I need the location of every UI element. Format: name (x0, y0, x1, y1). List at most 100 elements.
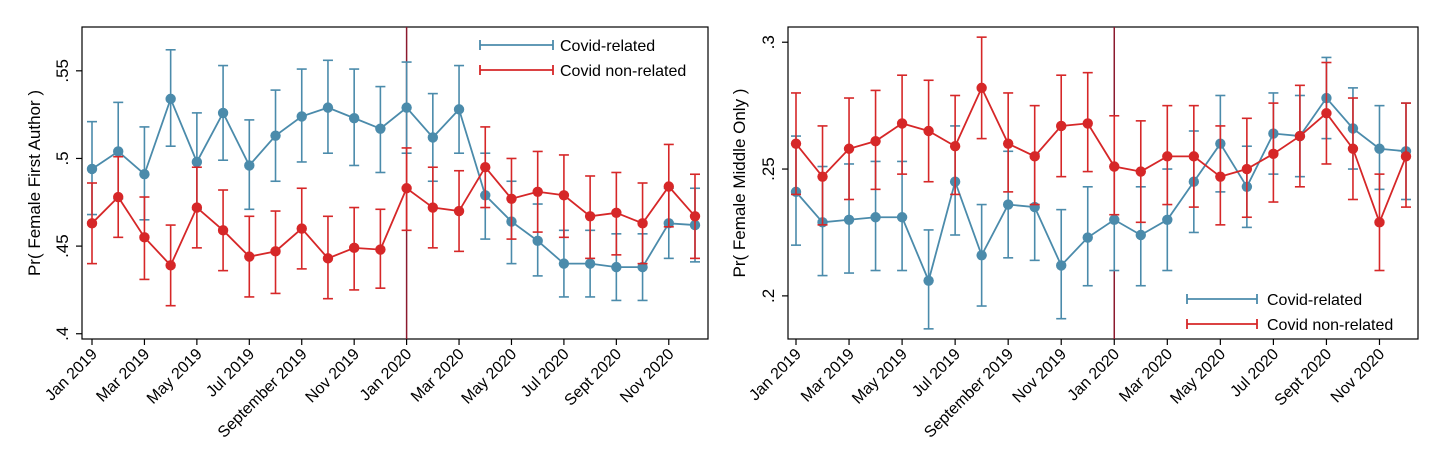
data-point (1056, 260, 1067, 271)
left-x-tick-label: Nov 2019 (303, 346, 364, 407)
right-series-covid-related (790, 56, 1412, 330)
data-point (1400, 151, 1412, 162)
data-point (1162, 214, 1173, 225)
data-point (843, 143, 855, 154)
data-point (1002, 199, 1014, 210)
data-point (401, 183, 412, 194)
series-line (91, 96, 696, 269)
data-point (1188, 151, 1200, 162)
legend-label: Covid non-related (560, 63, 686, 80)
data-point (217, 225, 229, 236)
data-point (375, 123, 386, 134)
series-line (795, 96, 1407, 284)
left-x-tick-label: Sept 2020 (562, 346, 626, 410)
data-point (427, 132, 439, 143)
data-point (923, 275, 934, 286)
data-point (532, 186, 543, 197)
right-y-tick-label: .2 (759, 289, 778, 303)
data-point (1374, 217, 1385, 228)
left-legend-item-covid-non-related: Covid non-related (479, 63, 686, 80)
data-point (976, 82, 987, 94)
data-point (113, 146, 124, 157)
series-line (91, 165, 696, 267)
data-point (558, 258, 570, 269)
right-legend-item-covid-related: Covid-related (1186, 292, 1362, 309)
data-point (165, 93, 176, 105)
data-point (139, 232, 150, 243)
data-point (191, 202, 203, 213)
data-point (1002, 138, 1014, 149)
data-point (896, 118, 908, 129)
data-point (348, 112, 360, 124)
data-point (976, 250, 987, 261)
data-point (348, 242, 360, 254)
data-point (270, 246, 281, 257)
data-point (86, 163, 98, 175)
data-point (558, 190, 570, 201)
legend-label: Covid-related (1267, 292, 1362, 309)
data-point (817, 171, 828, 182)
left-x-tick-label: Jan 2019 (42, 346, 101, 405)
left-series-covid-related (86, 48, 701, 302)
right-chart-female-middle-only: .2 .25 .3 Pr( Female Middle Only ) Jan 2019 M… (730, 26, 1419, 441)
legend-label: Covid-related (560, 38, 655, 55)
left-y-tick-label: .4 (53, 327, 72, 341)
data-point (453, 104, 465, 115)
left-x-tick-label: Jan 2020 (357, 346, 416, 405)
data-point (296, 111, 307, 122)
data-point (113, 191, 124, 203)
data-point (86, 218, 98, 229)
left-x-tick-label: May 2019 (144, 346, 206, 408)
data-point (1162, 151, 1173, 162)
right-x-tick-label: Nov 2020 (1328, 346, 1389, 407)
data-point (1294, 130, 1306, 142)
data-point (139, 169, 150, 180)
data-point (949, 141, 961, 152)
data-point (375, 244, 386, 255)
left-y-tick-label: .55 (53, 59, 72, 83)
data-point (1109, 214, 1120, 225)
left-x-tick-label: May 2020 (459, 346, 521, 408)
data-point (165, 260, 176, 271)
data-point (532, 235, 543, 247)
data-point (1056, 120, 1067, 132)
data-point (296, 223, 307, 234)
data-point (1241, 163, 1253, 175)
right-y-tick-label: .3 (759, 35, 778, 49)
right-x-tick-label: Jan 2020 (1065, 346, 1124, 405)
data-point (896, 212, 908, 223)
data-point (1082, 232, 1093, 243)
right-plot-frame (787, 26, 1419, 340)
data-point (611, 261, 622, 273)
data-point (1374, 143, 1385, 154)
left-y-tick-label: .5 (53, 151, 72, 165)
data-point (663, 181, 674, 192)
left-x-tick-label: Jul 2020 (518, 346, 573, 401)
data-point (843, 214, 855, 225)
data-point (689, 211, 701, 222)
data-point (870, 212, 881, 223)
data-point (453, 205, 465, 217)
data-point (923, 125, 934, 137)
data-point (244, 251, 255, 262)
data-point (1215, 171, 1226, 182)
right-x-tick-label: Jul 2019 (909, 346, 964, 401)
data-point (1109, 161, 1120, 172)
left-plot-frame (81, 26, 709, 340)
data-point (270, 130, 281, 141)
data-point (401, 102, 412, 113)
data-point (217, 107, 229, 119)
left-x-tick-label: September 2019 (215, 346, 311, 442)
data-point (1347, 143, 1359, 154)
data-point (611, 207, 622, 218)
data-point (1135, 166, 1146, 177)
data-point (1082, 118, 1093, 129)
data-point (506, 193, 517, 204)
data-point (584, 258, 596, 269)
left-y-axis-title: Pr( Female First Author ) (25, 90, 44, 276)
series-line (795, 85, 1407, 225)
left-y-tick-label: .45 (53, 234, 72, 258)
left-series-covid-non-related (86, 126, 701, 307)
right-x-tick-label: May 2020 (1167, 346, 1229, 408)
right-y-axis-title: Pr( Female Middle Only ) (730, 89, 749, 278)
